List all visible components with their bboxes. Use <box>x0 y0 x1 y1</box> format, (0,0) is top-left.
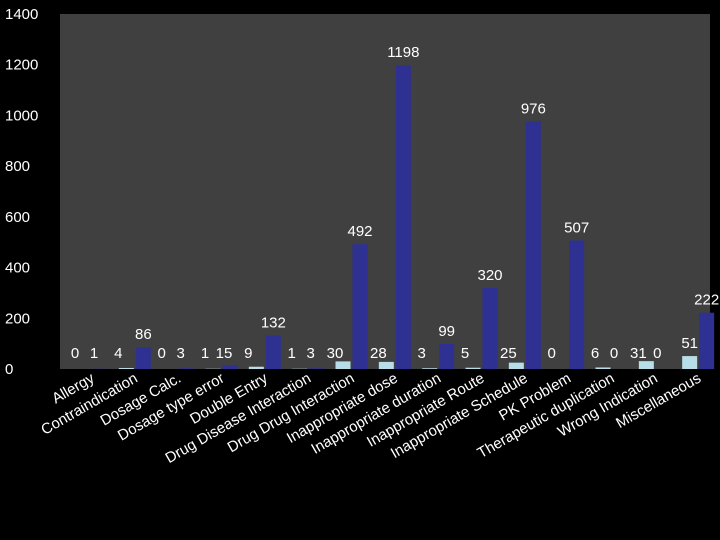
bar-series-2 <box>569 240 585 369</box>
data-label: 3 <box>417 345 425 362</box>
bar-series-2 <box>525 121 541 369</box>
plot-area <box>60 14 710 369</box>
bar-series-1 <box>595 367 611 369</box>
bar-series-2 <box>179 368 195 369</box>
bar-series-2 <box>395 65 411 369</box>
y-tick-label: 0 <box>5 361 13 378</box>
data-label: 0 <box>653 345 661 362</box>
data-label: 0 <box>610 345 618 362</box>
data-label: 15 <box>216 345 233 362</box>
bar-series-1 <box>335 361 351 369</box>
data-label: 9 <box>244 345 252 362</box>
data-label: 28 <box>370 345 387 362</box>
y-tick-label: 1400 <box>5 6 38 23</box>
data-label: 4 <box>114 345 122 362</box>
y-tick-label: 1200 <box>5 57 38 74</box>
data-label: 492 <box>347 223 372 240</box>
bar-series-1 <box>465 367 481 369</box>
data-label: 0 <box>71 345 79 362</box>
data-label: 3 <box>306 345 314 362</box>
bar-series-2 <box>352 244 368 369</box>
bar-series-2 <box>135 347 151 369</box>
bar-series-2 <box>699 312 715 369</box>
y-tick-label: 600 <box>5 209 30 226</box>
bar-series-2 <box>439 343 455 369</box>
bar-series-1 <box>638 361 654 369</box>
data-label: 1 <box>287 345 295 362</box>
data-label: 976 <box>521 101 546 118</box>
data-label: 99 <box>438 323 455 340</box>
data-label: 1 <box>201 345 209 362</box>
data-label: 320 <box>477 267 502 284</box>
data-label: 222 <box>694 292 719 309</box>
bar-series-1 <box>508 362 524 369</box>
data-label: 31 <box>630 345 647 362</box>
bar-series-1 <box>682 356 698 369</box>
bar-series-2 <box>265 335 281 369</box>
data-label: 0 <box>547 345 555 362</box>
data-label: 25 <box>500 345 517 362</box>
y-tick-label: 200 <box>5 310 30 327</box>
data-label: 1 <box>90 345 98 362</box>
bar-series-1 <box>422 368 438 369</box>
data-label: 3 <box>176 345 184 362</box>
data-label: 1198 <box>387 44 419 61</box>
bar-series-2 <box>482 287 498 369</box>
data-label: 132 <box>261 315 286 332</box>
data-label: 0 <box>157 345 165 362</box>
data-label: 86 <box>135 326 152 343</box>
bar-series-2 <box>309 368 325 369</box>
data-label: 6 <box>591 345 599 362</box>
data-label: 5 <box>461 345 469 362</box>
y-tick-label: 1000 <box>5 107 38 124</box>
bar-series-1 <box>378 361 394 369</box>
data-label: 51 <box>681 335 698 352</box>
y-tick-label: 400 <box>5 260 30 277</box>
bar-series-1 <box>118 367 134 369</box>
data-label: 30 <box>327 345 344 362</box>
y-tick-label: 800 <box>5 158 30 175</box>
bar-series-2 <box>222 365 238 369</box>
data-label: 507 <box>564 219 589 236</box>
bar-series-1 <box>248 366 264 369</box>
